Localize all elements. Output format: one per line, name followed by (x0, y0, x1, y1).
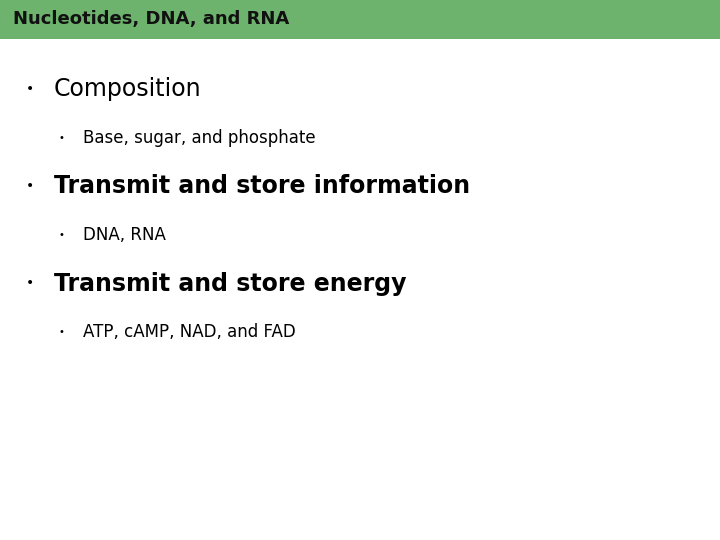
Text: •: • (26, 179, 35, 193)
Text: Nucleotides, DNA, and RNA: Nucleotides, DNA, and RNA (13, 10, 289, 29)
Text: Transmit and store information: Transmit and store information (54, 174, 470, 198)
Text: •: • (58, 133, 64, 143)
Text: •: • (58, 230, 64, 240)
Text: •: • (26, 276, 35, 291)
Text: DNA, RNA: DNA, RNA (83, 226, 166, 244)
Text: •: • (58, 327, 64, 337)
Text: Transmit and store energy: Transmit and store energy (54, 272, 407, 295)
Text: Base, sugar, and phosphate: Base, sugar, and phosphate (83, 129, 315, 147)
Text: Composition: Composition (54, 77, 202, 101)
Text: ATP, cAMP, NAD, and FAD: ATP, cAMP, NAD, and FAD (83, 323, 295, 341)
Bar (0, 0, 720, 39)
Text: •: • (26, 82, 35, 96)
